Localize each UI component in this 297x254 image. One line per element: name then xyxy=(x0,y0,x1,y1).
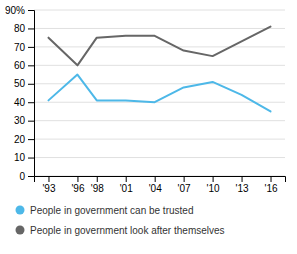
x-tick-mark xyxy=(77,176,78,182)
y-tick: 10 xyxy=(14,152,34,163)
y-tick-label: 80 xyxy=(14,23,26,34)
y-tick-label: 30 xyxy=(14,115,26,126)
legend-label: People in government look after themselv… xyxy=(30,225,225,236)
y-tick: 0 xyxy=(19,171,34,182)
y-tick-mark xyxy=(28,65,34,66)
x-axis-line xyxy=(35,177,286,183)
x-tick-label: '96 xyxy=(71,183,84,194)
x-tick: '13 xyxy=(236,176,249,194)
grid-line xyxy=(34,28,285,29)
x-tick-label: '98 xyxy=(91,183,104,194)
grid-line xyxy=(34,46,285,47)
legend-swatch xyxy=(16,226,25,235)
x-tick-mark xyxy=(48,176,49,182)
grid-line xyxy=(34,102,285,103)
series-line xyxy=(48,75,270,112)
series-line xyxy=(48,27,270,66)
x-tick: '01 xyxy=(120,176,133,194)
y-tick: 70 xyxy=(14,42,34,53)
x-axis: '93 '96 '98 '01 '04 '07 '10 '13 '16 xyxy=(35,176,286,194)
y-tick: 60 xyxy=(14,60,34,71)
y-tick-label: 50 xyxy=(14,78,26,89)
y-tick: 50 xyxy=(14,78,34,89)
y-tick-label: 60 xyxy=(14,60,26,71)
y-tick: 30 xyxy=(14,115,34,126)
legend-item: People in government look after themselv… xyxy=(16,225,225,236)
x-tick: '07 xyxy=(178,176,191,194)
grid-line xyxy=(34,157,285,158)
legend-label: People in government can be trusted xyxy=(30,205,193,216)
grid-line xyxy=(34,65,285,66)
x-tick: '10 xyxy=(207,176,220,194)
y-tick: 40 xyxy=(14,97,34,108)
x-tick-mark xyxy=(271,176,272,182)
x-tick: '96 xyxy=(71,176,84,194)
x-tick-mark xyxy=(97,176,98,182)
x-tick-mark xyxy=(242,176,243,182)
grid-line xyxy=(34,120,285,121)
marks xyxy=(48,27,270,112)
y-tick-mark xyxy=(28,158,34,159)
y-tick-mark xyxy=(28,84,34,85)
y-tick-label: 40 xyxy=(14,97,26,108)
y-tick-label: 0 xyxy=(19,171,25,182)
grid-line xyxy=(34,10,285,11)
y-axis-line xyxy=(28,11,35,177)
x-tick: '16 xyxy=(264,176,277,194)
x-tick-mark xyxy=(184,176,185,182)
plot: '93 '96 '98 '01 '04 '07 '10 '13 '16 0 10 20 30 40 50 60… xyxy=(5,5,286,194)
x-tick: '98 xyxy=(91,176,104,194)
y-axis: 0 10 20 30 40 50 60 70 80 90% xyxy=(5,5,35,182)
x-tick-label: '01 xyxy=(120,183,133,194)
legend-item: People in government can be trusted xyxy=(16,205,194,216)
y-tick-label: 20 xyxy=(14,134,26,145)
y-tick-mark xyxy=(28,28,34,29)
y-tick-mark xyxy=(28,121,34,122)
y-tick-mark xyxy=(28,102,34,103)
x-tick-mark xyxy=(126,176,127,182)
y-tick: 90% xyxy=(5,5,34,16)
y-tick-label: 70 xyxy=(14,42,26,53)
x-tick: '93 xyxy=(42,176,55,194)
chart: '93 '96 '98 '01 '04 '07 '10 '13 '16 0 10 20 30 40 50 60… xyxy=(0,0,297,254)
legend-swatch xyxy=(16,206,25,215)
y-tick-mark xyxy=(28,139,34,140)
x-tick-label: '93 xyxy=(42,183,55,194)
x-tick-mark xyxy=(213,176,214,182)
y-tick-mark xyxy=(28,47,34,48)
x-tick-label: '04 xyxy=(149,183,162,194)
y-tick: 80 xyxy=(14,23,34,34)
y-tick-label: 10 xyxy=(14,152,26,163)
x-tick-label: '10 xyxy=(207,183,220,194)
legend: People in government can be trusted Peopl… xyxy=(16,205,225,236)
x-tick: '04 xyxy=(149,176,162,194)
y-tick: 20 xyxy=(14,134,34,145)
x-tick-label: '16 xyxy=(264,183,277,194)
y-tick-mark xyxy=(28,176,34,177)
grid-line xyxy=(34,83,285,84)
x-tick-label: '07 xyxy=(178,183,191,194)
grid xyxy=(34,10,285,176)
grid-line xyxy=(34,139,285,140)
x-tick-label: '13 xyxy=(236,183,249,194)
x-tick-mark xyxy=(155,176,156,182)
y-tick-mark xyxy=(28,10,34,11)
y-tick-label: 90% xyxy=(5,5,25,16)
